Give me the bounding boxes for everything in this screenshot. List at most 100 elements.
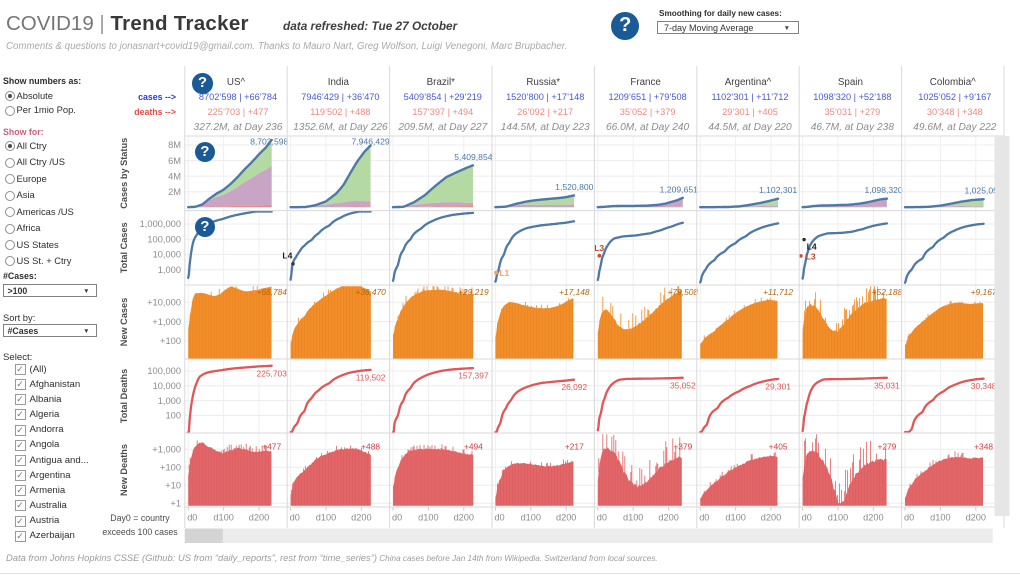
svg-text:d0: d0	[699, 513, 709, 523]
svg-text:46.7M, at Day 238: 46.7M, at Day 238	[811, 122, 895, 133]
svg-text:+100: +100	[160, 336, 181, 346]
svg-text:d0: d0	[802, 513, 812, 523]
svg-text:1,025,052: 1,025,052	[964, 186, 1002, 196]
svg-text:+1,000: +1,000	[152, 444, 181, 454]
svg-text:100: 100	[165, 411, 181, 421]
svg-text:2M: 2M	[168, 187, 181, 197]
svg-text:1098’320 | +52’188: 1098’320 | +52’188	[813, 92, 891, 102]
svg-text:d100: d100	[623, 513, 643, 523]
svg-text:8M: 8M	[168, 140, 181, 150]
svg-text:d200: d200	[556, 513, 576, 523]
svg-text:d100: d100	[316, 513, 336, 523]
svg-text:Colombia^: Colombia^	[930, 77, 976, 88]
svg-text:d200: d200	[351, 513, 371, 523]
svg-text:cases -->: cases -->	[138, 92, 176, 102]
svg-text:+29,219: +29,219	[458, 287, 489, 297]
svg-text:1,102,301: 1,102,301	[759, 185, 797, 195]
svg-text:35’052 | +379: 35’052 | +379	[620, 107, 676, 117]
svg-text:L3: L3	[594, 243, 604, 253]
svg-text:35’031 | +279: 35’031 | +279	[825, 107, 881, 117]
svg-text:+66,784: +66,784	[256, 287, 287, 297]
svg-text:1,000: 1,000	[158, 396, 181, 406]
svg-text:Argentina^: Argentina^	[725, 77, 772, 88]
svg-text:10,000: 10,000	[153, 381, 181, 391]
svg-text:d0: d0	[597, 513, 607, 523]
svg-text:Cases by Status: Cases by Status	[119, 138, 129, 209]
svg-text:1352.6M, at Day 226: 1352.6M, at Day 226	[293, 122, 388, 133]
svg-text:d100: d100	[418, 513, 438, 523]
svg-text:New Deaths: New Deaths	[119, 444, 129, 496]
svg-text:35,052: 35,052	[670, 380, 696, 390]
svg-text:209.5M, at Day 227: 209.5M, at Day 227	[397, 122, 487, 133]
svg-text:100,000: 100,000	[147, 366, 181, 376]
svg-text:5,409,854: 5,409,854	[454, 152, 492, 162]
svg-text:1520’800 | +17’148: 1520’800 | +17’148	[506, 92, 584, 102]
svg-text:d100: d100	[930, 513, 950, 523]
svg-text:1,520,800: 1,520,800	[555, 182, 593, 192]
svg-text:10,000: 10,000	[153, 250, 181, 260]
svg-text:+17,148: +17,148	[559, 287, 590, 297]
svg-text:d0: d0	[494, 513, 504, 523]
svg-text:225’703 | +477: 225’703 | +477	[208, 107, 269, 117]
svg-text:1,209,651: 1,209,651	[660, 184, 698, 194]
svg-text:8,702,598: 8,702,598	[250, 137, 288, 147]
svg-text:Total Cases: Total Cases	[119, 222, 129, 273]
svg-text:+477: +477	[262, 442, 281, 452]
svg-text:35,031: 35,031	[874, 380, 900, 390]
svg-text:119’502 | +488: 119’502 | +488	[310, 107, 370, 117]
svg-text:100,000: 100,000	[147, 234, 181, 244]
svg-text:30,348: 30,348	[971, 381, 997, 391]
svg-text:New Cases: New Cases	[119, 298, 129, 347]
svg-text:d200: d200	[761, 513, 781, 523]
svg-text:+100: +100	[160, 462, 181, 472]
svg-text:49.6M, at Day 222: 49.6M, at Day 222	[913, 122, 997, 133]
svg-text:+79,508: +79,508	[668, 287, 699, 297]
svg-text:144.5M, at Day 223: 144.5M, at Day 223	[501, 122, 590, 133]
svg-text:d0: d0	[392, 513, 402, 523]
svg-text:d100: d100	[521, 513, 541, 523]
svg-text:d200: d200	[863, 513, 883, 523]
svg-text:29,301: 29,301	[765, 381, 791, 391]
svg-text:deaths -->: deaths -->	[134, 107, 176, 117]
svg-text:d200: d200	[966, 513, 986, 523]
svg-text:7946’429 | +36’470: 7946’429 | +36’470	[301, 92, 379, 102]
svg-text:d100: d100	[213, 513, 233, 523]
svg-text:d100: d100	[828, 513, 848, 523]
svg-text:d0: d0	[187, 513, 197, 523]
svg-text:157,397: 157,397	[458, 371, 489, 381]
svg-text:5409’854 | +29’219: 5409’854 | +29’219	[404, 92, 482, 102]
svg-text:+1,000: +1,000	[152, 317, 181, 327]
svg-text:1,000: 1,000	[158, 265, 181, 275]
svg-text:L1: L1	[499, 268, 509, 278]
svg-text:29’301 | +405: 29’301 | +405	[722, 107, 778, 117]
svg-text:d200: d200	[249, 513, 269, 523]
svg-text:France: France	[630, 77, 661, 88]
svg-text:119,502: 119,502	[356, 372, 386, 382]
svg-text:+379: +379	[673, 442, 692, 452]
svg-text:44.5M, at Day 220: 44.5M, at Day 220	[708, 122, 792, 133]
svg-text:d200: d200	[658, 513, 678, 523]
svg-text:+36,470: +36,470	[355, 287, 386, 297]
svg-text:d100: d100	[725, 513, 745, 523]
svg-text:+1: +1	[170, 498, 181, 508]
svg-text:225,703: 225,703	[257, 368, 288, 378]
svg-text:+348: +348	[974, 442, 993, 452]
svg-text:+488: +488	[361, 442, 380, 452]
svg-text:+52,188: +52,188	[872, 287, 903, 297]
svg-text:Brazil*: Brazil*	[427, 77, 455, 88]
svg-text:+11,712: +11,712	[763, 287, 793, 297]
svg-text:Russia*: Russia*	[526, 77, 560, 88]
svg-text:66.0M, at Day 240: 66.0M, at Day 240	[606, 122, 690, 133]
svg-text:+10: +10	[165, 480, 181, 490]
svg-text:1025’052 | +9’167: 1025’052 | +9’167	[918, 92, 991, 102]
svg-text:L4: L4	[807, 242, 817, 252]
svg-text:6M: 6M	[168, 156, 181, 166]
svg-text:d0: d0	[904, 513, 914, 523]
svg-text:1,000,000: 1,000,000	[140, 219, 181, 229]
svg-text:+10,000: +10,000	[147, 298, 181, 308]
svg-text:Total Deaths: Total Deaths	[119, 369, 129, 423]
svg-text:+217: +217	[565, 442, 584, 452]
svg-text:Spain: Spain	[838, 77, 863, 88]
svg-text:+279: +279	[877, 442, 896, 452]
svg-text:+494: +494	[464, 442, 483, 452]
